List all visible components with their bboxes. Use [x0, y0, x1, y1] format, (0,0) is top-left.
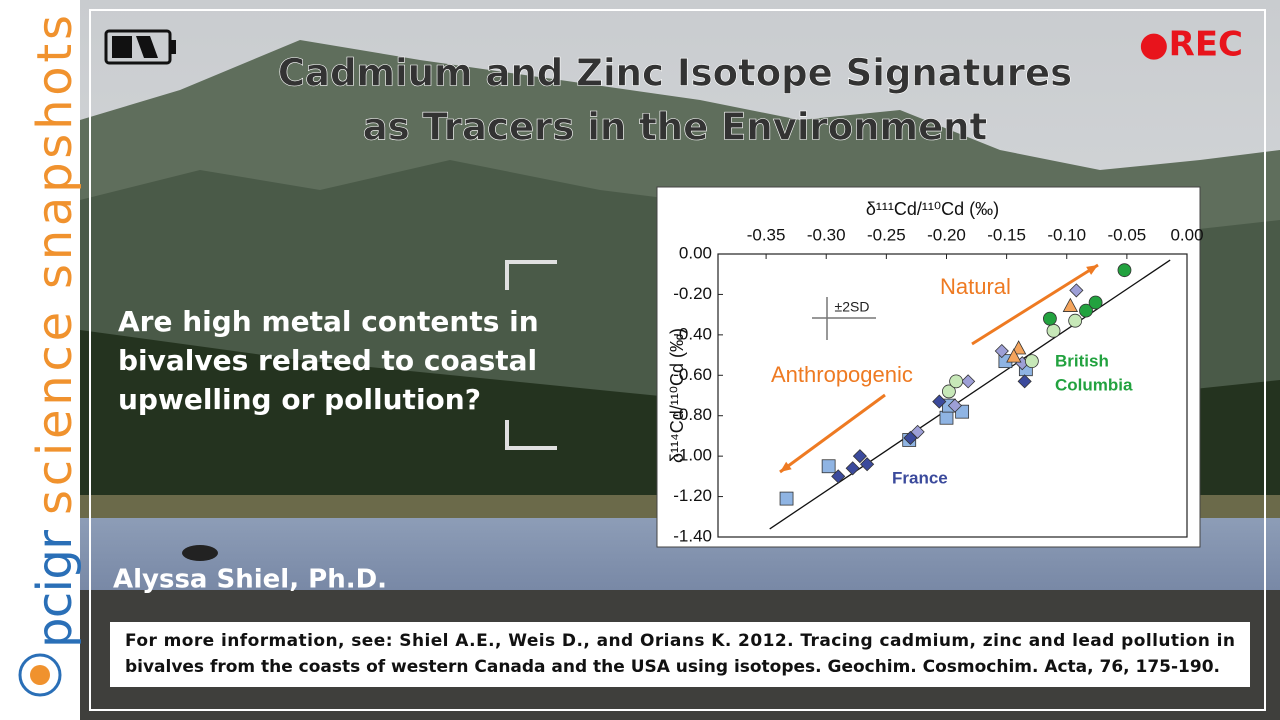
data-point	[1017, 374, 1032, 389]
arrow-head	[780, 461, 792, 472]
data-point	[1088, 295, 1103, 310]
data-point	[1043, 311, 1057, 326]
data-point	[941, 384, 956, 399]
citation-line: bivalves from the coasts of western Cana…	[125, 657, 1220, 677]
error-cross	[812, 297, 876, 340]
data-point	[932, 394, 947, 409]
annotation: British	[1055, 351, 1109, 370]
data-point	[949, 374, 964, 389]
sidebar	[0, 0, 80, 720]
y-tick-label: -0.60	[673, 365, 712, 384]
y-tick-label: -1.20	[673, 486, 712, 505]
battery-icon	[104, 29, 176, 65]
x-tick-label: -0.35	[747, 225, 786, 244]
y-tick-label: -0.20	[673, 284, 712, 303]
annotation: Columbia	[1055, 375, 1133, 394]
annotation: Anthropogenic	[771, 362, 913, 387]
data-point	[831, 469, 846, 484]
chart-panel	[656, 186, 1201, 548]
arrow-head	[1086, 265, 1098, 275]
logo	[18, 653, 62, 697]
data-point	[1006, 348, 1022, 363]
data-point	[1068, 313, 1083, 328]
data-point	[1117, 263, 1132, 278]
data-point	[994, 343, 1009, 359]
y-tick-label: -0.80	[673, 405, 712, 424]
trend-arrow	[971, 263, 1099, 346]
annotation: France	[892, 468, 948, 487]
error-label: ±2SD	[835, 299, 870, 315]
data-point	[947, 398, 962, 413]
chart: -0.35 -0.30 -0.25 -0.20 -0.15 -0.10 -0.05 0.00 0…	[667, 199, 1204, 546]
data-point	[961, 374, 976, 389]
x-tick-label: -0.10	[1047, 225, 1086, 244]
question-line: Are high metal contents in	[118, 305, 539, 338]
citation-line: For more information, see: Shiel A.E., W…	[125, 631, 1235, 651]
data-point	[939, 410, 954, 425]
data-point	[910, 424, 925, 439]
data-point	[852, 449, 867, 464]
x-tick-label: 0.00	[1170, 225, 1203, 244]
question-line: bivalves related to coastal	[118, 344, 537, 377]
question-line: upwelling or pollution?	[118, 383, 481, 416]
reference-line	[769, 259, 1171, 530]
brand: pcigr	[27, 530, 83, 648]
author: Alyssa Shiel, Ph.D.	[113, 565, 387, 595]
frame	[89, 9, 1266, 711]
x-tick-label: -0.30	[807, 225, 846, 244]
x-tick-label: -0.25	[867, 225, 906, 244]
data-point	[779, 491, 794, 506]
annotation: Natural	[940, 274, 1011, 299]
data-point	[845, 461, 860, 476]
data-point	[1079, 303, 1093, 318]
rec-indicator: ●REC	[1139, 25, 1243, 65]
data-point	[821, 459, 836, 474]
y-tick-label: -1.40	[673, 526, 712, 545]
plot-frame	[717, 253, 1188, 538]
data-point	[860, 457, 875, 472]
y-tick-label: -0.40	[673, 324, 712, 343]
data-point	[1024, 354, 1039, 369]
citation-box	[110, 622, 1250, 687]
title-line: as Tracers in the Environment	[363, 106, 987, 149]
data-point	[1062, 297, 1079, 312]
data-point	[1046, 323, 1061, 338]
y-axis-title: δ¹¹⁴Cd/¹¹⁰Cd (‰)	[667, 328, 687, 463]
data-point	[1069, 283, 1084, 298]
x-tick-label: -0.15	[987, 225, 1026, 244]
y-tick-label: 0.00	[679, 243, 712, 262]
x-tick-label: -0.20	[927, 225, 966, 244]
x-axis-title: δ¹¹¹Cd/¹¹⁰Cd (‰)	[866, 199, 999, 219]
title-line: Cadmium and Zinc Isotope Signatures	[278, 52, 1072, 95]
trend-arrow	[779, 393, 886, 474]
x-tick-label: -0.05	[1107, 225, 1146, 244]
y-tick-label: -1.00	[673, 446, 712, 465]
